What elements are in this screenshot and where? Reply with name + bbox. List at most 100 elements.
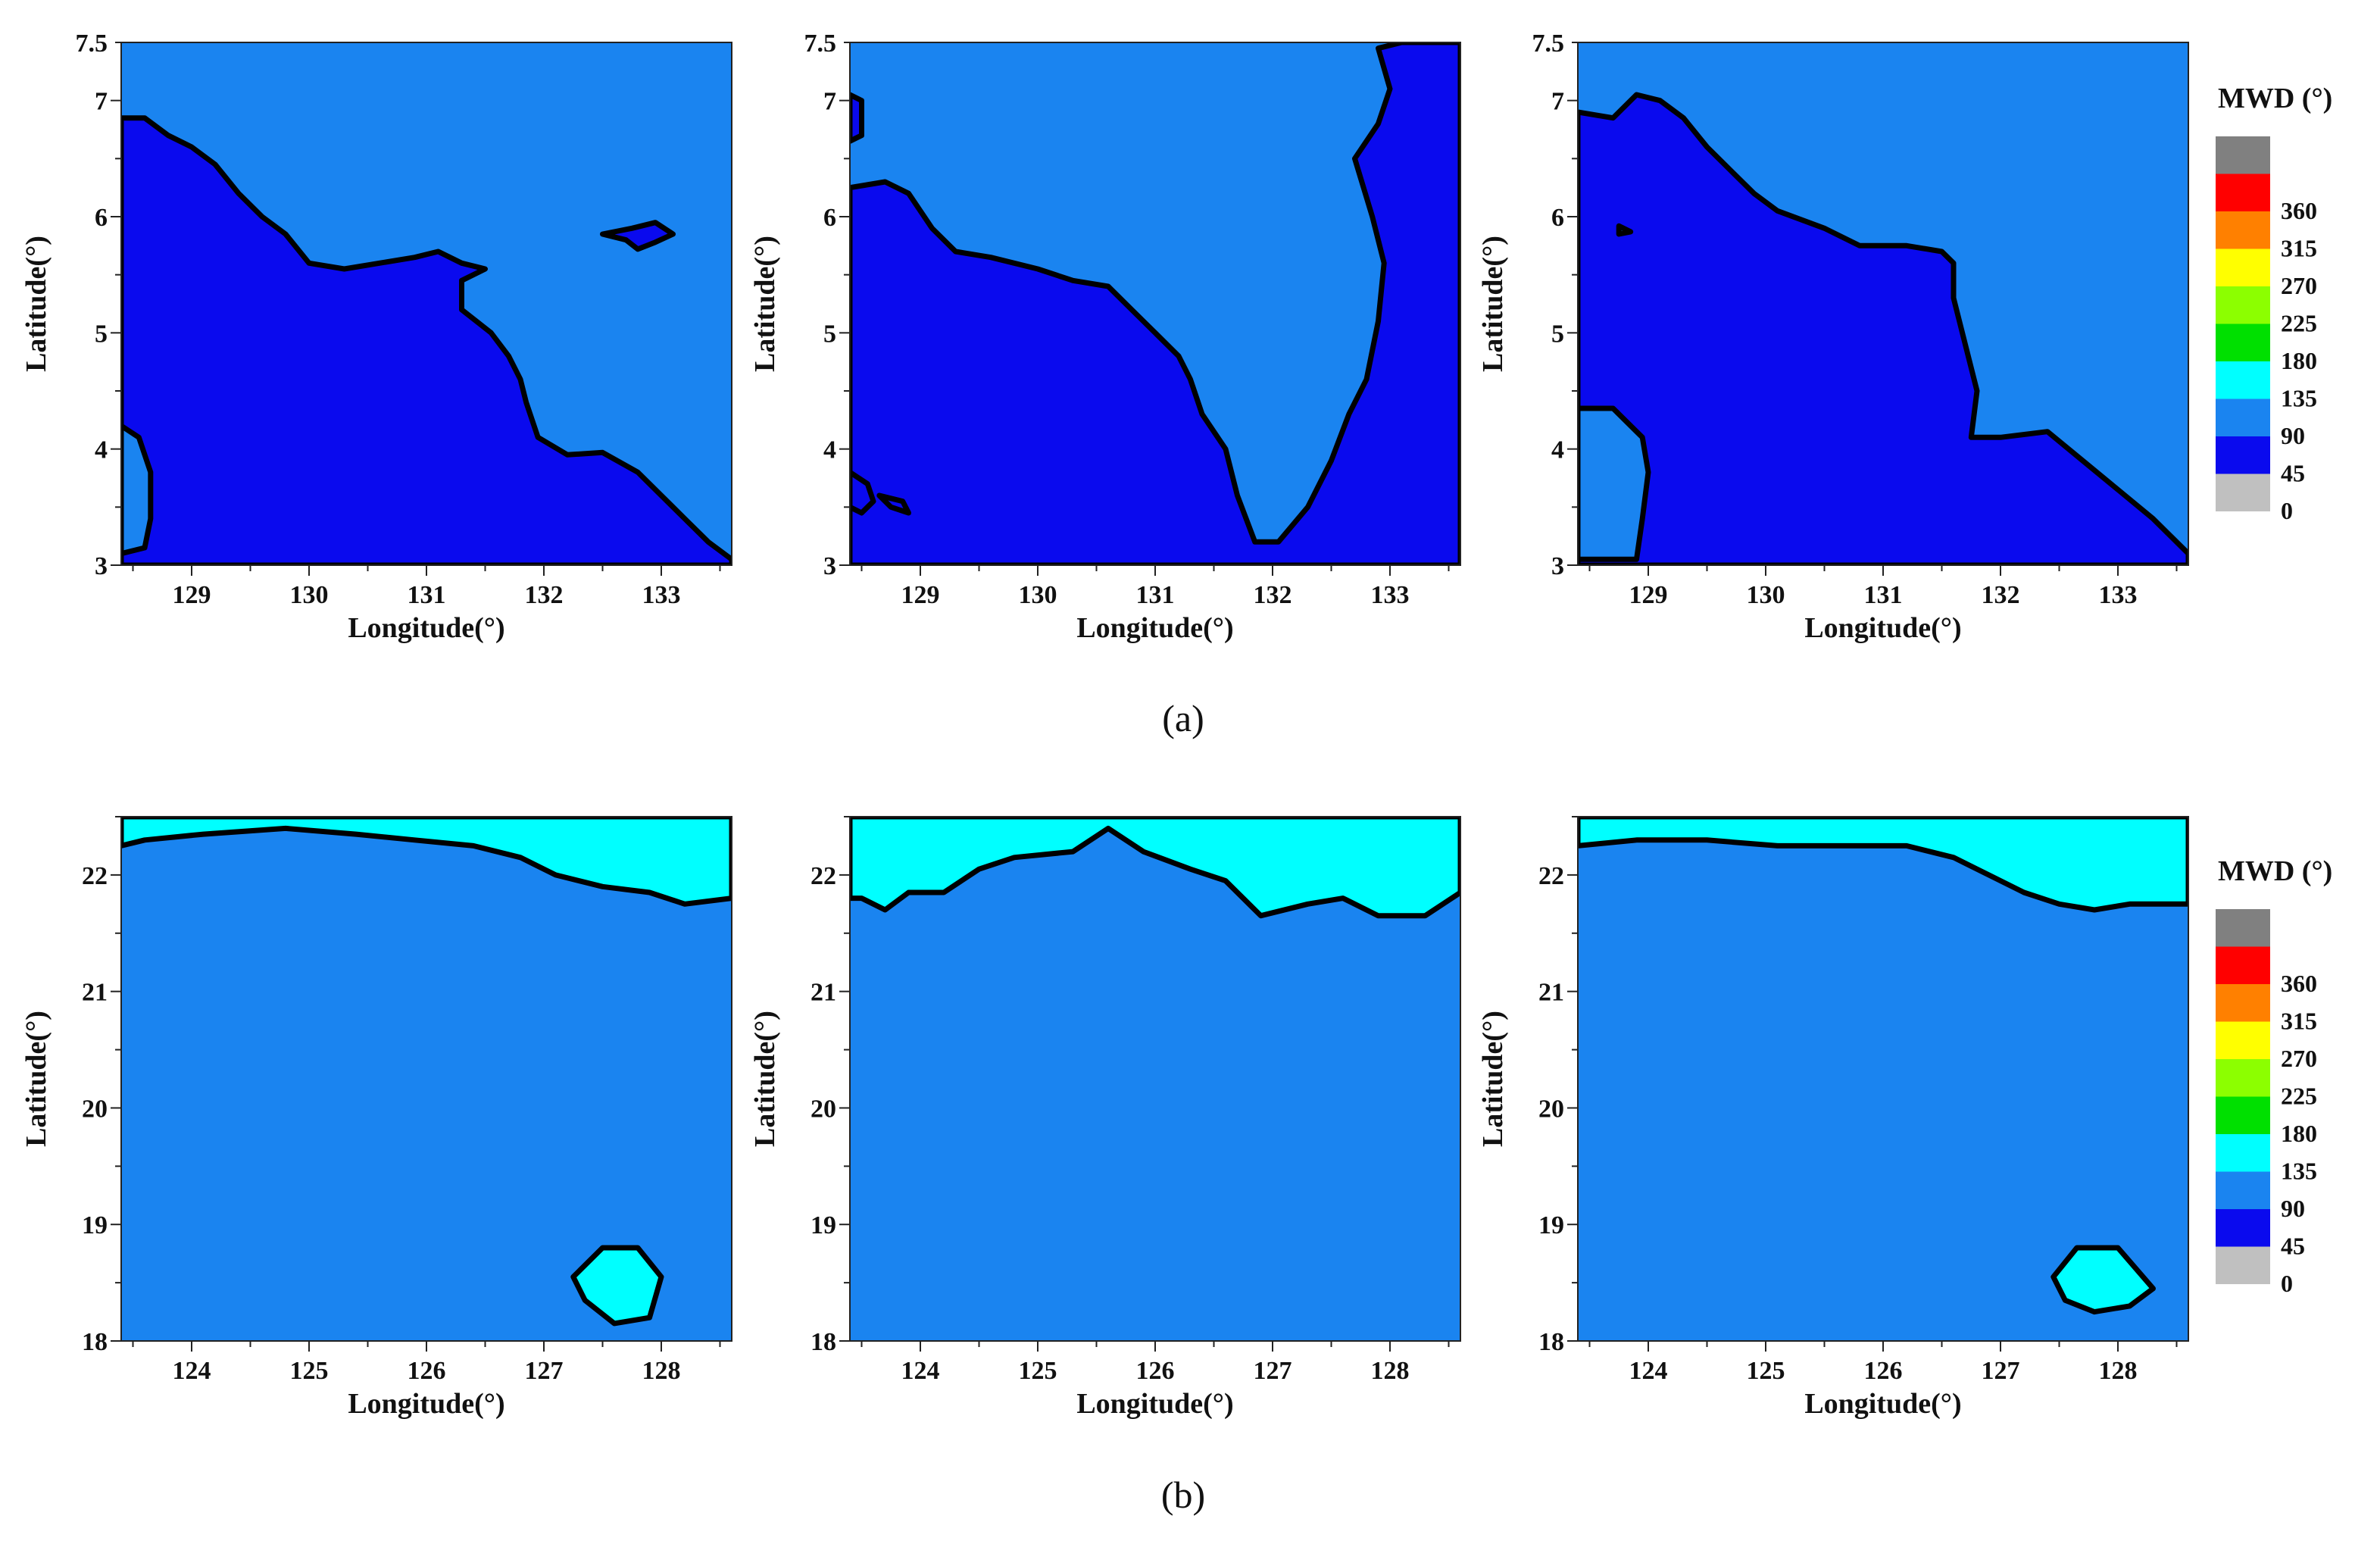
subfigure-caption: (a) — [1162, 697, 1204, 739]
legend-label: 135 — [2281, 385, 2317, 412]
y-tick-label: 19 — [1538, 1211, 1564, 1239]
legend-label: 45 — [2281, 460, 2305, 487]
legend-label: 135 — [2281, 1158, 2317, 1185]
legend-label: 0 — [2281, 497, 2293, 524]
legend-swatch — [2216, 1021, 2270, 1059]
y-tick-label: 20 — [82, 1095, 108, 1123]
legend-swatch — [2216, 474, 2270, 511]
legend-label: 90 — [2281, 422, 2305, 449]
y-tick-label: 6 — [823, 204, 836, 232]
x-axis-title: Longitude(°) — [1804, 612, 1961, 644]
x-tick-label: 124 — [901, 1357, 940, 1385]
x-tick-label: 126 — [1864, 1357, 1903, 1385]
legend-label: 225 — [2281, 1083, 2317, 1110]
x-axis-title: Longitude(°) — [348, 612, 504, 644]
legend-swatch — [2216, 1209, 2270, 1247]
y-tick-label: 4 — [1551, 436, 1564, 464]
y-tick-label: 7 — [95, 88, 108, 116]
x-tick-label: 133 — [642, 581, 681, 609]
map-region-0-45 — [1578, 92, 2188, 565]
legend-swatch — [2216, 946, 2270, 984]
x-tick-label: 127 — [1982, 1357, 2020, 1385]
x-axis-title: Longitude(°) — [1076, 612, 1233, 644]
legend-swatch — [2216, 173, 2270, 211]
x-tick-label: 128 — [2099, 1357, 2138, 1385]
map-panel-0-1: 129 130 131 132 133 3 4 5 6 7 7.5 Longitude(°) Latit… — [749, 30, 1461, 644]
map-regions — [121, 817, 732, 1327]
legend-label: 0 — [2281, 1270, 2293, 1297]
color-legend: MWD (°) 360 315 270 225 180 135 90 45 0 — [2216, 83, 2332, 524]
y-tick-label: 7 — [1551, 88, 1564, 116]
x-tick-label: 132 — [525, 581, 564, 609]
x-tick-label: 124 — [173, 1357, 211, 1385]
legend-swatch — [2216, 136, 2270, 174]
legend-label: 180 — [2281, 1120, 2317, 1147]
legend-title: MWD (°) — [2218, 855, 2332, 887]
legend-swatch — [2216, 1246, 2270, 1284]
y-tick-label: 7.5 — [1532, 30, 1565, 58]
y-tick-label: 4 — [823, 436, 836, 464]
map-region-0-45 — [121, 115, 732, 565]
legend-swatch — [2216, 1171, 2270, 1209]
y-tick-label: 5 — [1551, 320, 1564, 348]
x-tick-label: 125 — [1019, 1357, 1057, 1385]
legend-swatch — [2216, 361, 2270, 399]
y-tick-label: 6 — [95, 204, 108, 232]
y-tick-label: 5 — [823, 320, 836, 348]
x-tick-label: 128 — [1371, 1357, 1410, 1385]
x-tick-label: 132 — [1982, 581, 2020, 609]
y-axis-title: Latitude(°) — [20, 1011, 52, 1147]
x-axis-title: Longitude(°) — [1804, 1388, 1961, 1420]
map-region-0-45 — [850, 469, 876, 516]
map-region-0-45 — [850, 42, 1460, 565]
legend-title: MWD (°) — [2218, 83, 2332, 114]
x-tick-label: 132 — [1254, 581, 1292, 609]
legend-label: 270 — [2281, 1045, 2317, 1072]
legend-swatch — [2216, 211, 2270, 249]
map-regions — [1578, 92, 2188, 565]
subfigure-caption: (b) — [1161, 1474, 1205, 1516]
x-tick-label: 129 — [1629, 581, 1668, 609]
y-tick-label: 22 — [1538, 862, 1564, 890]
x-tick-label: 130 — [1019, 581, 1057, 609]
legend-label: 90 — [2281, 1195, 2305, 1222]
x-tick-label: 133 — [1371, 581, 1410, 609]
x-tick-label: 125 — [1747, 1357, 1785, 1385]
x-tick-label: 126 — [408, 1357, 446, 1385]
map-region-90-135 — [570, 1245, 664, 1327]
map-panel-0-0: 129 130 131 132 133 3 4 5 6 7 7.5 Longitude(°) Latit… — [20, 30, 732, 644]
y-tick-label: 7.5 — [804, 30, 837, 58]
x-tick-label: 131 — [408, 581, 446, 609]
x-tick-label: 133 — [2099, 581, 2138, 609]
map-region-45-90 — [1578, 405, 1651, 562]
legend-swatch — [2216, 1134, 2270, 1172]
legend-label: 360 — [2281, 197, 2317, 224]
legend-label: 315 — [2281, 235, 2317, 262]
legend-swatch — [2216, 1059, 2270, 1097]
y-tick-label: 21 — [811, 979, 836, 1007]
x-tick-label: 125 — [290, 1357, 329, 1385]
map-region-90-135 — [2050, 1245, 2156, 1315]
color-legend: MWD (°) 360 315 270 225 180 135 90 45 0 — [2216, 855, 2332, 1297]
x-tick-label: 126 — [1136, 1357, 1175, 1385]
legend-swatch — [2216, 323, 2270, 361]
y-tick-label: 3 — [95, 552, 108, 580]
map-panel-0-2: 129 130 131 132 133 3 4 5 6 7 7.5 Longitude(°) Latit… — [1477, 30, 2189, 644]
map-region-0-45 — [876, 492, 911, 516]
y-tick-label: 20 — [1538, 1095, 1564, 1123]
legend-label: 315 — [2281, 1008, 2317, 1035]
x-tick-label: 127 — [525, 1357, 564, 1385]
x-tick-label: 129 — [173, 581, 211, 609]
map-region-90-135 — [850, 817, 1460, 919]
map-region-0-45 — [600, 220, 676, 252]
map-panel-1-2: 124 125 126 127 128 18 19 20 21 22 Longitude(°) Lat… — [1477, 816, 2189, 1420]
x-axis-title: Longitude(°) — [1076, 1388, 1233, 1420]
y-tick-label: 18 — [82, 1328, 108, 1356]
legend-swatch — [2216, 1096, 2270, 1134]
y-tick-label: 18 — [1538, 1328, 1564, 1356]
x-tick-label: 127 — [1254, 1357, 1292, 1385]
map-regions — [121, 115, 732, 565]
y-axis-title: Latitude(°) — [1477, 1011, 1509, 1147]
x-tick-label: 124 — [1629, 1357, 1668, 1385]
map-regions — [1578, 817, 2188, 1315]
